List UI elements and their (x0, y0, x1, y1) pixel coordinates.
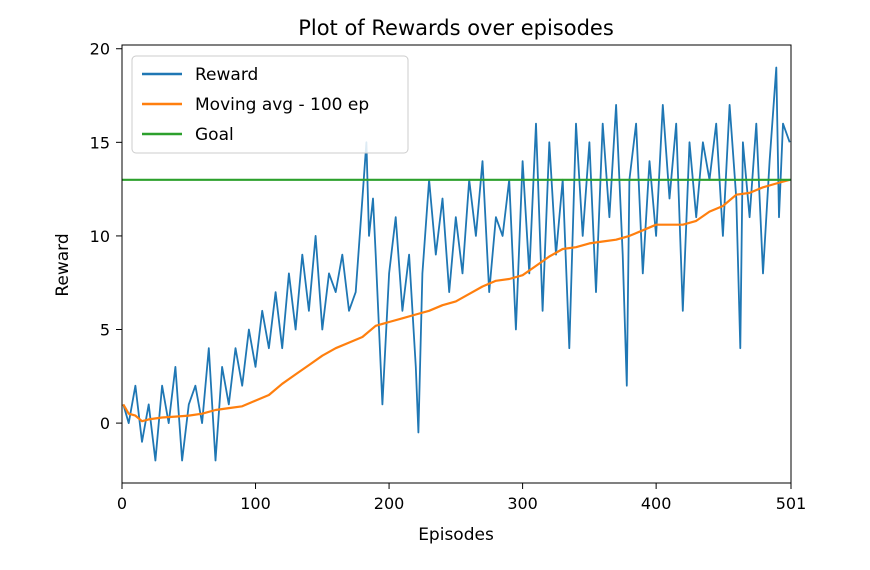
x-tick-label: 200 (374, 494, 405, 513)
x-axis-label: Episodes (418, 525, 494, 545)
y-tick-label: 15 (90, 133, 110, 152)
legend-label-0: Reward (195, 65, 258, 85)
y-axis-ticks: 0 5 10 15 20 (90, 40, 122, 433)
x-tick-label: 0 (117, 494, 127, 513)
series-line-1 (122, 178, 790, 423)
x-tick-label: 300 (507, 494, 538, 513)
y-tick-label: 5 (100, 321, 110, 340)
x-axis-ticks: 0 100 200 300 400 501 (117, 483, 806, 513)
chart-title: Plot of Rewards over episodes (298, 16, 614, 40)
x-tick-label: 100 (240, 494, 271, 513)
x-tick-label: 501 (776, 494, 807, 513)
y-axis-label: Reward (53, 233, 73, 296)
series-line-0 (122, 66, 791, 462)
legend-label-1: Moving avg - 100 ep (195, 95, 369, 115)
legend-box (131, 55, 409, 154)
x-tick-label: 400 (641, 494, 672, 513)
y-tick-label: 20 (90, 40, 110, 59)
y-tick-label: 0 (100, 414, 110, 433)
plot-frame (121, 44, 792, 484)
series-layer (122, 66, 791, 462)
legend-label-2: Goal (195, 125, 234, 145)
y-tick-label: 10 (90, 227, 110, 246)
legend: Reward Moving avg - 100 ep Goal (131, 55, 409, 154)
